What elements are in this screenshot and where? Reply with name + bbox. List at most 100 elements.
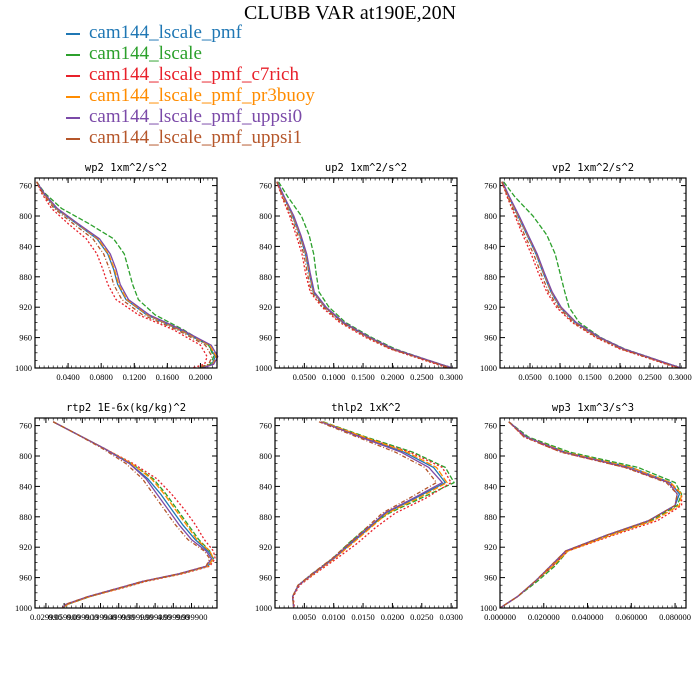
y-tick-label: 800 <box>259 451 272 461</box>
panel-frame <box>34 417 218 609</box>
series-line-1 <box>503 181 682 369</box>
y-tick-label: 840 <box>259 241 272 251</box>
y-tick-label: 960 <box>19 333 32 343</box>
series-line-3 <box>499 421 683 609</box>
x-tick-label: 9.999900 <box>176 612 208 622</box>
series-line-2 <box>501 181 678 369</box>
y-tick-label: 920 <box>259 302 272 312</box>
series-line-0 <box>291 421 446 609</box>
legend-swatch <box>66 54 80 56</box>
y-tick-label: 760 <box>484 181 497 191</box>
legend-swatch <box>66 96 80 98</box>
x-tick-label: 0.1000 <box>322 372 345 382</box>
x-tick-label: 0.199900 <box>85 612 117 622</box>
y-tick-label: 960 <box>259 333 272 343</box>
x-tick-label: 0.060000 <box>615 612 647 622</box>
x-tick-label: 0.099900 <box>66 612 98 622</box>
legend-label: cam144_lscale <box>89 43 202 64</box>
series-line-2 <box>52 421 216 609</box>
y-tick-label: 960 <box>19 573 32 583</box>
x-tick-label: 0.2000 <box>189 372 212 382</box>
y-tick-label: 960 <box>259 573 272 583</box>
x-tick-label: 0.2000 <box>381 372 404 382</box>
x-tick-label: 0.0500 <box>518 372 541 382</box>
y-tick-label: 760 <box>19 181 32 191</box>
x-tick-label: 0.1600 <box>156 372 179 382</box>
legend-label: cam144_lscale_pmf_pr3buoy <box>89 85 315 106</box>
x-tick-label: 0.020000 <box>528 612 560 622</box>
series-line-4 <box>501 181 682 369</box>
y-tick-label: 880 <box>259 512 272 522</box>
legend-label: cam144_lscale_pmf <box>89 22 243 43</box>
series-line-2 <box>499 421 683 609</box>
series-line-0 <box>499 421 681 609</box>
x-tick-label: 0.059900 <box>48 612 80 622</box>
y-tick-label: 840 <box>484 241 497 251</box>
x-tick-label: 0.0400 <box>56 372 79 382</box>
panel-frame <box>274 417 458 609</box>
series-line-5 <box>36 181 213 369</box>
x-tick-label: 0.0050 <box>293 612 316 622</box>
panel-frame <box>274 177 458 369</box>
x-tick-label: 0.0500 <box>293 372 316 382</box>
panel-title: rtp2 1E-6x(kg/kg)^2 <box>66 402 186 414</box>
x-tick-label: 0.2000 <box>608 372 631 382</box>
y-tick-label: 760 <box>19 421 32 431</box>
y-tick-label: 840 <box>484 481 497 491</box>
y-tick-label: 960 <box>484 333 497 343</box>
series-line-4 <box>36 181 219 369</box>
y-tick-label: 920 <box>19 302 32 312</box>
y-tick-label: 800 <box>484 451 497 461</box>
page-title: CLUBB VAR at190E,20N <box>243 2 457 24</box>
y-tick-label: 840 <box>19 481 32 491</box>
series-line-1 <box>52 421 215 609</box>
series-line-5 <box>52 421 211 609</box>
x-tick-label: 0.0250 <box>410 612 433 622</box>
panel-2: vp2 1xm^2/s^2 760 800 840 880 920 960 1000 0.050… <box>480 162 692 382</box>
series-line-4 <box>52 421 213 609</box>
panel-5: wp3 1xm^3/s^3 760 800 840 880 920 960 10000.000… <box>480 402 691 622</box>
x-tick-label: 0.3000 <box>439 372 462 382</box>
panel-title: wp3 1xm^3/s^3 <box>552 402 634 414</box>
legend-label: cam144_lscale_pmf_uppsi1 <box>89 127 303 148</box>
panel-title: vp2 1xm^2/s^2 <box>552 162 634 174</box>
x-tick-label: 0.0300 <box>439 612 462 622</box>
x-tick-label: 0.0800 <box>89 372 112 382</box>
y-tick-label: 880 <box>484 512 497 522</box>
series-line-3 <box>52 421 215 609</box>
legend-label: cam144_lscale_pmf_c7rich <box>89 64 299 85</box>
series-line-2 <box>36 181 208 369</box>
legend-swatch <box>66 75 80 77</box>
x-tick-label: 0.029990 <box>30 612 62 622</box>
panel-title: wp2 1xm^2/s^2 <box>85 162 167 174</box>
series-line-0 <box>276 181 452 369</box>
series-line-5 <box>499 421 678 609</box>
y-tick-label: 1000 <box>15 603 32 613</box>
x-tick-label: 0.999900 <box>121 612 153 622</box>
x-tick-label: 4.999900 <box>157 612 189 622</box>
series-line-0 <box>501 181 681 369</box>
series-line-5 <box>291 421 438 609</box>
series-line-1 <box>36 181 215 369</box>
panel-title: up2 1xm^2/s^2 <box>325 162 407 174</box>
panel-4: thlp2 1xK^2 760 800 840 880 920 960 1000 0.0050 0… <box>255 402 463 622</box>
y-tick-label: 1000 <box>480 363 497 373</box>
y-tick-label: 920 <box>484 542 497 552</box>
y-tick-label: 920 <box>259 542 272 552</box>
y-tick-label: 800 <box>259 211 272 221</box>
x-tick-label: 1.999900 <box>139 612 171 622</box>
y-tick-label: 880 <box>19 272 32 282</box>
series-line-3 <box>276 181 452 369</box>
y-tick-label: 880 <box>484 272 497 282</box>
legend-swatch <box>66 117 80 119</box>
panel-frame <box>499 417 687 609</box>
y-tick-label: 1000 <box>480 603 497 613</box>
x-tick-label: 0.1200 <box>123 372 146 382</box>
x-tick-label: 0.0200 <box>381 612 404 622</box>
series-line-4 <box>499 421 678 609</box>
x-tick-label: 0.0100 <box>322 612 345 622</box>
x-tick-label: 0.2500 <box>410 372 433 382</box>
y-tick-label: 880 <box>259 272 272 282</box>
y-tick-label: 1000 <box>255 363 272 373</box>
